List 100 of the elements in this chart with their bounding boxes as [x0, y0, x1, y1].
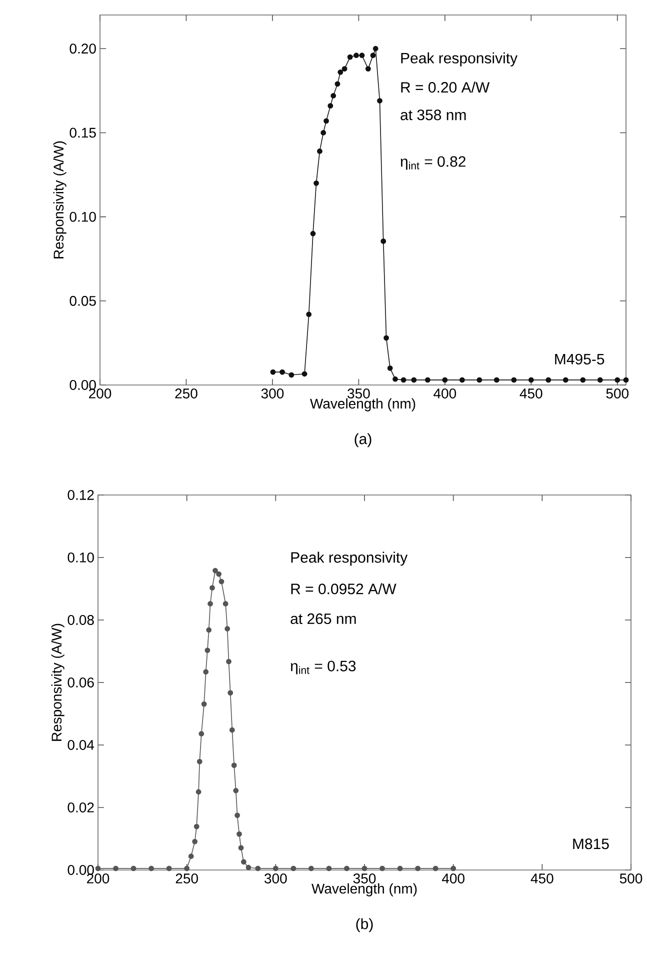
x-tick-label: 350 — [353, 874, 376, 884]
point — [623, 377, 629, 383]
point — [442, 377, 448, 383]
annotation: η$_{int}$ = 0.53 — [290, 660, 356, 674]
y-tick-label: 0.05 — [70, 296, 96, 306]
annotation: Peak responsivity — [291, 552, 408, 566]
point — [384, 335, 389, 341]
point — [347, 54, 353, 60]
annotation: at 358 nm — [400, 110, 466, 120]
point — [270, 369, 276, 375]
point — [320, 130, 326, 136]
point — [210, 585, 215, 591]
x-tick-label: 300 — [261, 388, 284, 398]
point — [203, 669, 209, 675]
y-tick-label: 0.10 — [70, 212, 96, 222]
point — [459, 377, 465, 383]
point — [387, 365, 393, 371]
point — [432, 866, 438, 872]
point — [597, 377, 603, 383]
y-tick-label: 0.12 — [68, 490, 94, 500]
x-tick-label: 400 — [442, 874, 464, 884]
point — [226, 658, 232, 664]
point — [240, 859, 246, 865]
x-tick-label: 450 — [530, 874, 554, 884]
point — [511, 377, 517, 383]
point — [166, 866, 172, 872]
point — [317, 148, 322, 154]
point — [397, 866, 403, 872]
point — [255, 866, 261, 872]
x-tick-label: 300 — [264, 874, 287, 884]
point — [196, 789, 202, 795]
point — [302, 371, 308, 377]
point — [194, 824, 200, 830]
annotation: M815 — [573, 838, 609, 850]
point — [314, 180, 319, 186]
annotation: R = 0.20 A/W — [401, 82, 490, 93]
point — [344, 866, 350, 872]
text: (b) — [356, 918, 373, 932]
y-axis-title: Responsivity (A/W) — [53, 141, 66, 258]
text: (a) — [354, 433, 372, 448]
point — [330, 93, 336, 98]
point — [562, 377, 568, 383]
point — [354, 52, 359, 58]
point — [218, 578, 224, 584]
point — [113, 866, 118, 872]
point — [411, 377, 417, 383]
y-tick-label: 0.00 — [68, 865, 94, 875]
point — [342, 66, 348, 72]
point — [392, 376, 398, 382]
point — [236, 831, 242, 837]
point — [233, 788, 239, 794]
point — [377, 98, 382, 104]
point — [380, 866, 385, 872]
point — [365, 66, 371, 72]
point — [528, 377, 534, 383]
point — [238, 845, 244, 851]
point — [400, 377, 406, 383]
x-axis-title: Wavelength (nm) — [312, 883, 417, 896]
y-tick-label: 0.20 — [70, 44, 96, 54]
point — [290, 866, 296, 872]
point — [359, 52, 365, 58]
point — [362, 866, 368, 872]
y-axis-title: Responsivity (A/W) — [51, 624, 64, 741]
point — [324, 118, 329, 124]
point — [95, 866, 101, 872]
point — [212, 568, 218, 574]
y-tick-label: 0.00 — [70, 380, 96, 390]
point — [234, 812, 240, 818]
point — [450, 866, 456, 872]
point — [204, 648, 210, 654]
point — [328, 103, 334, 109]
point — [476, 377, 482, 383]
point — [148, 866, 154, 872]
y-tick-label: 0.10 — [68, 552, 94, 562]
y-tick-label: 0.06 — [68, 678, 94, 688]
x-axis-title: Wavelength (nm) — [310, 398, 416, 412]
x-tick-label: 350 — [348, 388, 370, 398]
point — [334, 81, 340, 87]
point — [206, 627, 212, 633]
x-tick-label: 200 — [89, 388, 112, 398]
point — [196, 758, 202, 764]
point — [216, 571, 222, 577]
point — [130, 866, 136, 872]
point — [424, 377, 430, 383]
annotation: η$_{int}$ = 0.82 — [400, 156, 466, 170]
point — [184, 866, 190, 872]
point — [370, 52, 376, 58]
y-tick-label: 0.15 — [70, 128, 96, 138]
point — [231, 762, 237, 768]
annotation: Peak responsivity — [401, 52, 518, 66]
point — [415, 866, 420, 872]
annotation: at 265 nm — [290, 613, 356, 624]
point — [198, 731, 204, 736]
point — [308, 866, 314, 872]
x-tick-label: 500 — [606, 388, 629, 398]
annotation: M495-5 — [555, 354, 604, 364]
x-tick-label: 250 — [176, 874, 198, 884]
x-tick-label: 200 — [87, 874, 110, 884]
x-tick-label: 400 — [434, 388, 456, 398]
point — [192, 838, 198, 844]
